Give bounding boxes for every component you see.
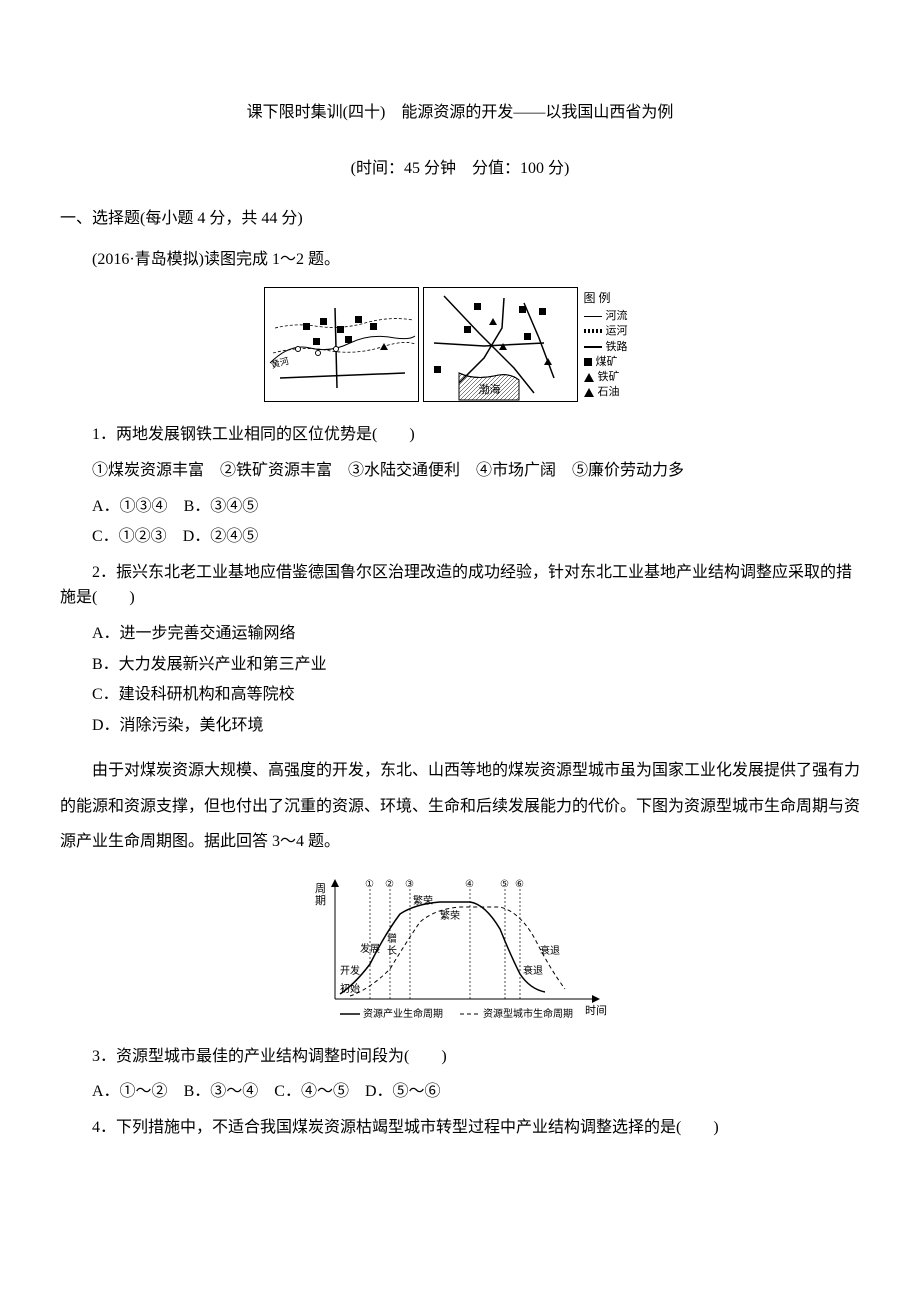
svg-text:期: 期 [315,894,326,907]
svg-text:初始: 初始 [340,982,360,995]
legend-coal: 煤矿 [596,355,618,369]
q3-opt-b: B．③～④ [184,1083,259,1100]
q3-opt-c: C．④～⑤ [274,1083,349,1100]
svg-text:②: ② [385,879,394,890]
document-title: 课下限时集训(四十) 能源资源的开发——以我国山西省为例 [60,100,860,126]
svg-text:资源型城市生命周期: 资源型城市生命周期 [483,1007,573,1020]
svg-text:衰退: 衰退 [523,964,543,977]
legend-canal: 运河 [606,324,628,338]
q1-opt-d: D．②④⑤ [183,528,259,545]
svg-text:④: ④ [465,879,474,890]
q2-opt-b: B．大力发展新兴产业和第三产业 [60,652,860,678]
q2-opt-a: A．进一步完善交通运输网络 [60,621,860,647]
svg-text:衰退: 衰退 [540,944,560,957]
q3-options: A．①～② B．③～④ C．④～⑤ D．⑤～⑥ [60,1079,860,1105]
svg-text:长: 长 [387,945,397,957]
legend-river: 河流 [606,309,628,323]
svg-text:资源产业生命周期: 资源产业生命周期 [363,1007,443,1020]
q2-stem: 2．振兴东北老工业基地应借鉴德国鲁尔区治理改造的成功经验，针对东北工业基地产业结… [60,560,860,611]
document-subtitle: (时间：45 分钟 分值：100 分) [60,156,860,182]
legend-oil: 石油 [598,385,620,399]
q1-conditions: ①煤炭资源丰富 ②铁矿资源丰富 ③水陆交通便利 ④市场广阔 ⑤廉价劳动力多 [60,458,860,484]
legend-title: 图 例 [584,291,655,307]
legend-iron: 铁矿 [598,370,620,384]
svg-text:增: 增 [387,932,397,945]
lifecycle-chart: 周 期 时间 ① ② ③ ④ ⑤ ⑥ 初始 开发 发展 增 长 繁荣 繁荣 衰退… [60,874,860,1024]
svg-text:发展: 发展 [360,942,380,955]
svg-text:①: ① [365,879,374,890]
map-legend: 图 例 河流 运河 铁路 煤矿 铁矿 石油 [582,287,657,402]
q2-opt-d: D．消除污染，美化环境 [60,713,860,739]
svg-text:⑤: ⑤ [500,879,509,890]
q1-opt-b: B．③④⑤ [184,498,259,515]
map2-sea-label: 渤海 [479,382,501,400]
map-1-ruhr: 黄河 [264,287,419,402]
svg-text:③: ③ [405,879,414,890]
svg-text:繁荣: 繁荣 [413,894,433,907]
chart-y-label: 周 [315,882,326,895]
figure-maps-container: 黄河 渤海 [60,287,860,402]
q1-opt-c: C．①②③ [92,528,167,545]
svg-text:开发: 开发 [340,964,360,977]
q4-stem: 4．下列措施中，不适合我国煤炭资源枯竭型城市转型过程中产业结构调整选择的是( ) [60,1115,860,1141]
q1-options-cd: C．①②③ D．②④⑤ [60,524,860,550]
q2-opt-c: C．建设科研机构和高等院校 [60,682,860,708]
passage-2: 由于对煤炭资源大规模、高强度的开发，东北、山西等地的煤炭资源型城市虽为国家工业化… [60,753,860,859]
chart-x-label: 时间 [585,1004,607,1017]
q1-options-ab: A．①③④ B．③④⑤ [60,494,860,520]
section-1-header: 一、选择题(每小题 4 分，共 44 分) [60,206,860,232]
q1-opt-a: A．①③④ [92,498,168,515]
question-intro-1: (2016·青岛模拟)读图完成 1～2 题。 [60,247,860,273]
svg-text:⑥: ⑥ [515,879,524,890]
q3-stem: 3．资源型城市最佳的产业结构调整时间段为( ) [60,1044,860,1070]
map-2-northeast: 渤海 [423,287,578,402]
legend-railway: 铁路 [606,340,628,354]
svg-text:繁荣: 繁荣 [440,909,460,922]
q3-opt-d: D．⑤～⑥ [365,1083,441,1100]
q3-opt-a: A．①～② [92,1083,168,1100]
q1-stem: 1．两地发展钢铁工业相同的区位优势是( ) [60,422,860,448]
